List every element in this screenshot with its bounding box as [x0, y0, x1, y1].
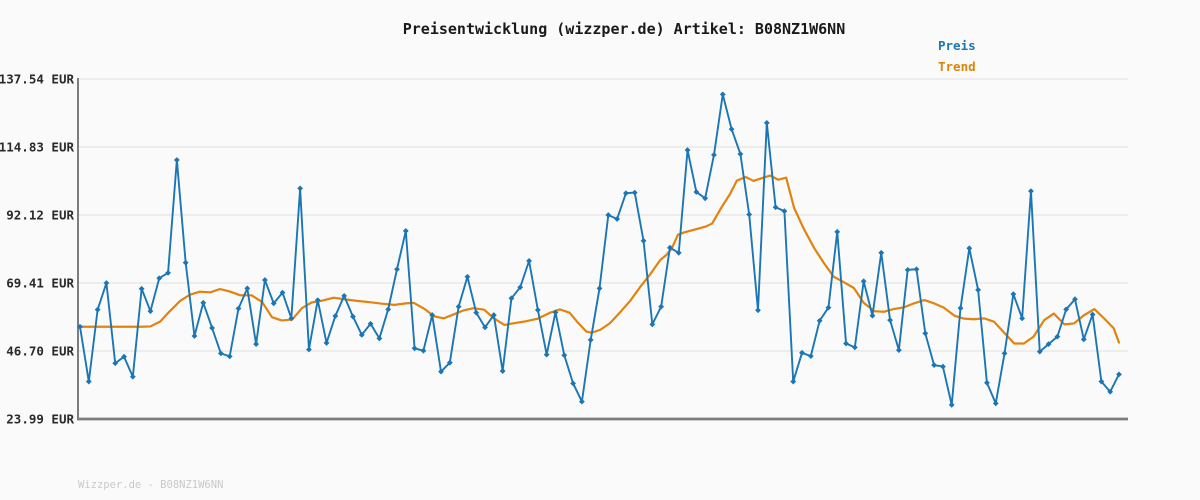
y-tick-label: 92.12 EUR [6, 208, 74, 223]
chart-title: Preisentwicklung (wizzper.de) Artikel: B… [402, 20, 846, 38]
watermark-text: Wizzper.de - B08NZ1W6NN [78, 479, 224, 491]
legend-item-preis: Preis [938, 38, 976, 53]
y-tick-label: 137.54 EUR [0, 72, 74, 87]
preis-markers [77, 91, 1122, 408]
trend-line [78, 174, 1121, 345]
y-tick-label: 69.41 EUR [6, 276, 74, 291]
y-tick-label: 23.99 EUR [6, 412, 74, 427]
y-tick-label: 46.70 EUR [6, 344, 74, 359]
legend-item-trend: Trend [938, 59, 976, 74]
y-grid-and-ticks: 137.54 EUR 114.83 EUR 92.12 EUR 69.41 EUR 46… [0, 72, 1128, 427]
preis-line [79, 93, 1120, 406]
chart-legend: Preis Trend [938, 39, 976, 74]
y-tick-label: 114.83 EUR [0, 140, 74, 155]
